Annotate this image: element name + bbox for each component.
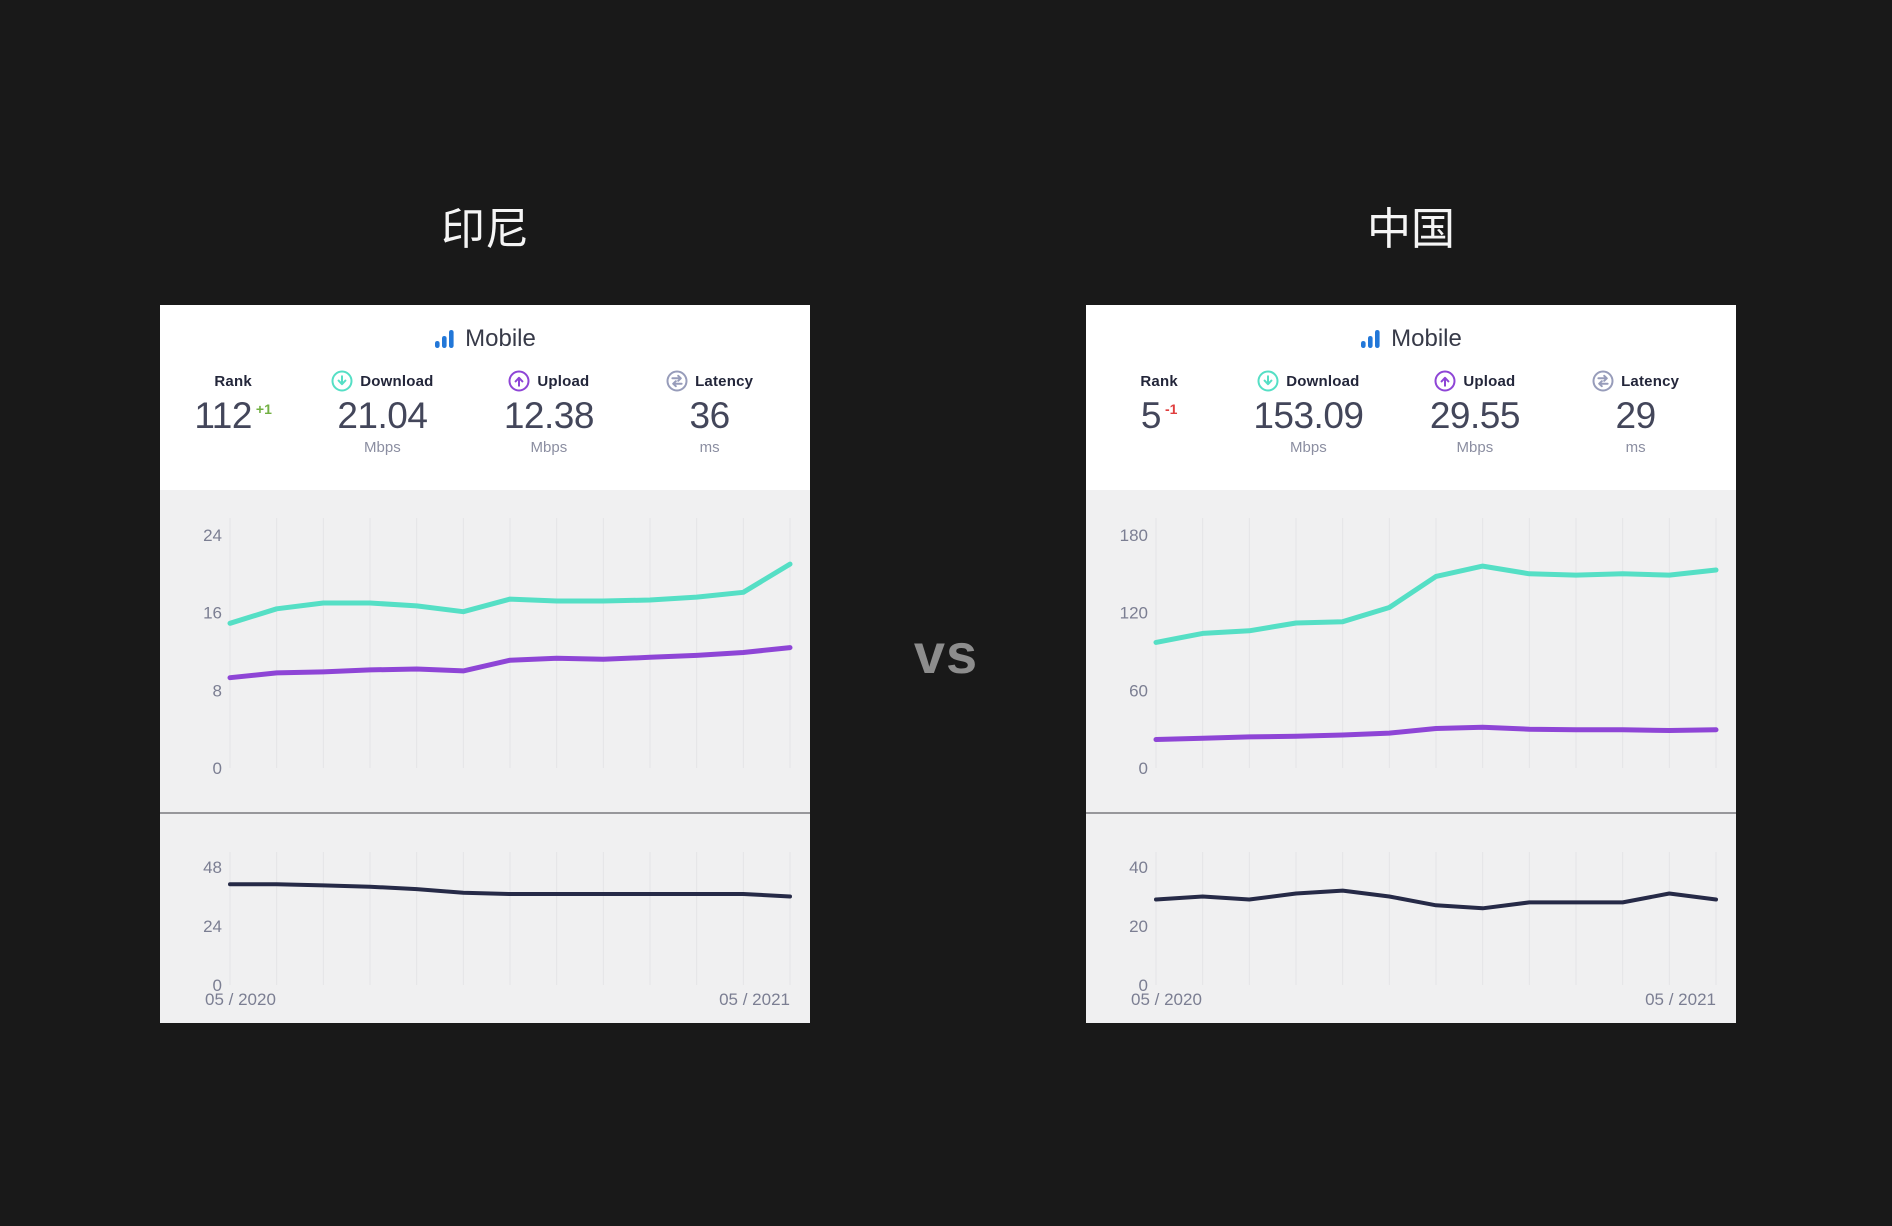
mobile-label: Mobile <box>1391 325 1462 352</box>
charts-section: 24 16 8 0 48 24 0 05 / 2020 05 / 2021 <box>160 490 810 1023</box>
svg-text:0: 0 <box>1139 759 1148 778</box>
stat-download: Download 153.09 Mbps <box>1222 369 1394 457</box>
country-title-left: 印尼 <box>441 205 529 254</box>
mobile-label: Mobile <box>465 325 536 352</box>
chart-divider <box>1086 812 1736 814</box>
svg-text:16: 16 <box>203 604 222 623</box>
mobile-signal-icon <box>1361 330 1380 348</box>
rank-label: Rank <box>214 372 252 390</box>
x-axis-end: 05 / 2021 <box>1645 990 1716 1009</box>
upload-value: 29.55 <box>1429 395 1521 436</box>
vs-label: vs <box>913 622 979 685</box>
x-axis-start: 05 / 2020 <box>205 990 276 1009</box>
stat-download: Download 21.04 Mbps <box>296 369 468 457</box>
download-icon <box>331 370 353 392</box>
latency-label: Latency <box>1621 372 1680 390</box>
download-icon <box>1257 370 1279 392</box>
stat-rank: Rank 112 +1 <box>170 369 296 457</box>
upload-icon <box>508 370 530 392</box>
download-unit: Mbps <box>364 439 401 456</box>
latency-value: 29 <box>1615 395 1657 436</box>
svg-text:120: 120 <box>1120 604 1148 623</box>
latency-icon <box>1592 370 1614 392</box>
svg-text:8: 8 <box>213 681 222 700</box>
stats-row: Rank 5 -1 Download 153. <box>1086 353 1736 457</box>
card-header-section: Mobile Rank 5 -1 <box>1086 305 1736 490</box>
download-label: Download <box>1286 372 1360 390</box>
mobile-header: Mobile <box>160 305 810 353</box>
stat-rank: Rank 5 -1 <box>1096 369 1222 457</box>
stat-upload: Upload 12.38 Mbps <box>469 369 630 457</box>
upload-unit: Mbps <box>1456 439 1494 456</box>
stat-latency: Latency 36 ms <box>629 369 790 457</box>
svg-text:20: 20 <box>1129 917 1148 936</box>
rank-value: 5 <box>1140 395 1162 436</box>
svg-text:0: 0 <box>1139 976 1148 995</box>
upload-label: Upload <box>1463 372 1516 390</box>
svg-text:40: 40 <box>1129 858 1148 877</box>
card-header-section: Mobile Rank 112 +1 <box>160 305 810 490</box>
latency-line-chart: 48 24 0 <box>203 852 792 995</box>
latency-unit: ms <box>1625 439 1646 456</box>
latency-value: 36 <box>689 395 731 436</box>
upload-value: 12.38 <box>503 395 595 436</box>
chart-divider <box>160 812 810 814</box>
x-axis-labels: 05 / 2020 05 / 2021 <box>1131 990 1716 1010</box>
x-axis-end: 05 / 2021 <box>719 990 790 1009</box>
download-value: 153.09 <box>1253 395 1364 436</box>
svg-text:180: 180 <box>1120 526 1148 545</box>
svg-text:60: 60 <box>1129 681 1148 700</box>
country-title-right: 中国 <box>1367 205 1455 254</box>
latency-icon <box>666 370 688 392</box>
svg-text:0: 0 <box>213 976 222 995</box>
download-unit: Mbps <box>1290 439 1327 456</box>
upload-icon <box>1434 370 1456 392</box>
mobile-signal-icon <box>435 330 454 348</box>
stat-upload: Upload 29.55 Mbps <box>1395 369 1556 457</box>
x-axis-labels: 05 / 2020 05 / 2021 <box>205 990 790 1010</box>
speed-line-chart: 24 16 8 0 <box>203 518 793 778</box>
download-label: Download <box>360 372 434 390</box>
download-value: 21.04 <box>337 395 428 436</box>
rank-label: Rank <box>1140 372 1178 390</box>
latency-line-chart: 40 20 0 <box>1129 852 1718 995</box>
upload-unit: Mbps <box>530 439 568 456</box>
x-axis-start: 05 / 2020 <box>1131 990 1202 1009</box>
rank-delta-badge: -1 <box>1164 401 1178 417</box>
svg-text:48: 48 <box>203 858 222 877</box>
svg-text:24: 24 <box>203 917 222 936</box>
rank-delta-badge: +1 <box>255 401 272 417</box>
mobile-header: Mobile <box>1086 305 1736 353</box>
stat-latency: Latency 29 ms <box>1555 369 1716 457</box>
rank-value: 112 <box>194 395 252 436</box>
charts-section: 180 120 60 0 40 20 0 05 / 2020 05 / 2021 <box>1086 490 1736 1023</box>
speed-line-chart: 180 120 60 0 <box>1120 518 1719 778</box>
country-card-china: Mobile Rank 5 -1 <box>1086 305 1736 1023</box>
stats-row: Rank 112 +1 Download 21 <box>160 353 810 457</box>
upload-label: Upload <box>537 372 590 390</box>
svg-text:0: 0 <box>213 759 222 778</box>
latency-label: Latency <box>695 372 754 390</box>
country-card-indonesia: Mobile Rank 112 +1 <box>160 305 810 1023</box>
latency-unit: ms <box>699 439 720 456</box>
svg-text:24: 24 <box>203 526 222 545</box>
